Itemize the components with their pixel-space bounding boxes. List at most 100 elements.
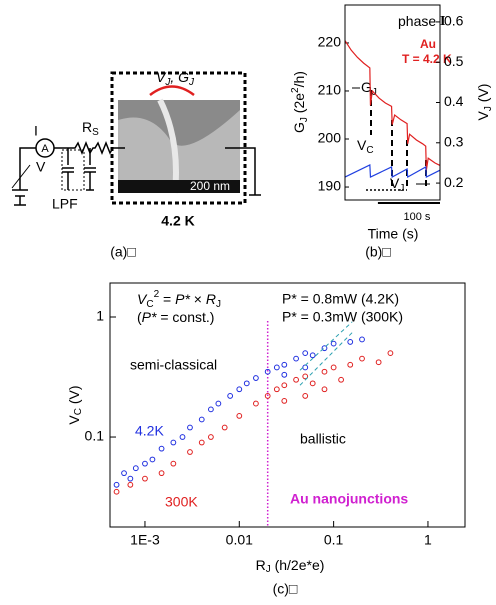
- y-axis-label: VC (V): [66, 385, 84, 424]
- caption: (a)□: [110, 244, 136, 260]
- data-point: [302, 364, 309, 371]
- x-tick-label: 1E-3: [130, 532, 160, 548]
- data-point: [293, 376, 299, 383]
- sample-label: Au nanojunctions: [290, 491, 408, 507]
- data-point: [127, 475, 134, 482]
- data-point: [347, 361, 354, 368]
- y2-tick-label: 0.4: [444, 93, 464, 109]
- y-tick-label: 190: [318, 178, 342, 194]
- data-point: [375, 359, 382, 366]
- data-point: [207, 406, 214, 413]
- lpf-label: LPF: [52, 196, 78, 212]
- temperature-label: 4.2 K: [161, 213, 194, 229]
- data-point: [227, 393, 234, 399]
- data-point: [236, 412, 243, 419]
- data-point: [302, 373, 309, 380]
- series-line: [344, 164, 441, 179]
- y2-tick-label: 0.3: [444, 133, 464, 149]
- data-point: [321, 386, 328, 393]
- scale-bar-label: 100 s: [403, 211, 430, 223]
- series-label: 300K: [165, 494, 198, 510]
- data-point: [113, 488, 120, 495]
- y2-tick-label: 0.2: [444, 174, 464, 190]
- data-point: [187, 449, 193, 455]
- y-tick-label: 1: [96, 308, 104, 324]
- data-point: [113, 481, 120, 488]
- data-point: [243, 380, 250, 387]
- data-point: [127, 481, 134, 488]
- data-point: [187, 424, 193, 431]
- data-point: [387, 350, 394, 357]
- vj-label: VJ: [390, 175, 404, 194]
- data-point: [293, 355, 299, 362]
- gj-label: GJ: [361, 79, 377, 98]
- data-point: [198, 439, 205, 446]
- data-point: [264, 368, 271, 375]
- power-note: P* = 0.3mW (300K): [282, 309, 403, 325]
- data-point: [170, 439, 177, 446]
- data-point: [347, 339, 354, 345]
- data-point: [321, 368, 328, 375]
- ammeter-label: A: [41, 143, 49, 155]
- y-tick-label: 220: [318, 34, 342, 50]
- data-point: [158, 470, 165, 477]
- data-point: [330, 364, 337, 371]
- data-point: [281, 371, 288, 378]
- data-point: [198, 416, 205, 423]
- caption: (b)□: [365, 244, 391, 260]
- x-tick-label: 0.1: [324, 532, 344, 548]
- y-tick-label: 210: [318, 82, 342, 98]
- data-point: [236, 386, 243, 393]
- formula: VC2 = P* × RJ: [137, 289, 221, 310]
- plot-frame: [109, 282, 466, 528]
- rs-label: RS: [82, 119, 99, 138]
- y-axis-label: GJ (2e2/h): [290, 71, 310, 133]
- data-point: [142, 475, 148, 482]
- data-point: [132, 465, 139, 472]
- data-point: [359, 336, 365, 343]
- y2-tick-label: 0.6: [444, 13, 464, 29]
- y2-axis-label: VJ (V): [475, 84, 494, 121]
- data-point: [273, 364, 280, 371]
- data-point: [309, 352, 316, 359]
- x-axis-label: RJ (h/2e*e): [256, 557, 325, 575]
- regime-label: ballistic: [300, 431, 346, 447]
- data-point: [302, 393, 309, 399]
- data-point: [309, 380, 316, 387]
- circuit: [11, 71, 261, 206]
- data-point: [170, 460, 177, 467]
- voltage-label: V: [36, 159, 46, 175]
- metal-label: Au: [420, 37, 436, 51]
- phase-label: phase I: [398, 13, 446, 30]
- current-label: I: [34, 123, 38, 139]
- const-note: (P* = const.): [137, 309, 214, 325]
- caption: (c)□: [273, 581, 298, 597]
- data-point: [253, 375, 259, 381]
- y-tick-label: 200: [318, 130, 342, 146]
- series-label: 4.2K: [135, 423, 164, 439]
- x-axis-label: Time (s): [368, 226, 419, 242]
- data-point: [302, 350, 309, 357]
- guide-line: [299, 332, 353, 386]
- power-note: P* = 0.8mW (4.2K): [282, 291, 399, 307]
- data-point: [215, 400, 222, 407]
- x-tick-label: 1: [424, 532, 432, 548]
- data-point: [149, 456, 156, 463]
- data-point: [121, 470, 127, 477]
- plot-frame: [344, 4, 441, 201]
- data-point: [281, 397, 288, 404]
- data-point: [264, 393, 271, 399]
- data-point: [273, 386, 280, 393]
- vc-label: VC: [357, 137, 374, 156]
- scale-label: 200 nm: [190, 179, 230, 193]
- x-tick-label: 0.01: [226, 532, 253, 548]
- regime-label: semi-classical: [130, 357, 217, 373]
- data-point: [142, 460, 148, 467]
- y-tick-label: 0.1: [85, 428, 105, 444]
- data-point: [330, 340, 337, 347]
- vj-gj-label: VJ, GJ: [156, 69, 195, 88]
- guide-line: [299, 321, 353, 371]
- data-point: [179, 434, 186, 440]
- y2-tick-label: 0.5: [444, 53, 464, 69]
